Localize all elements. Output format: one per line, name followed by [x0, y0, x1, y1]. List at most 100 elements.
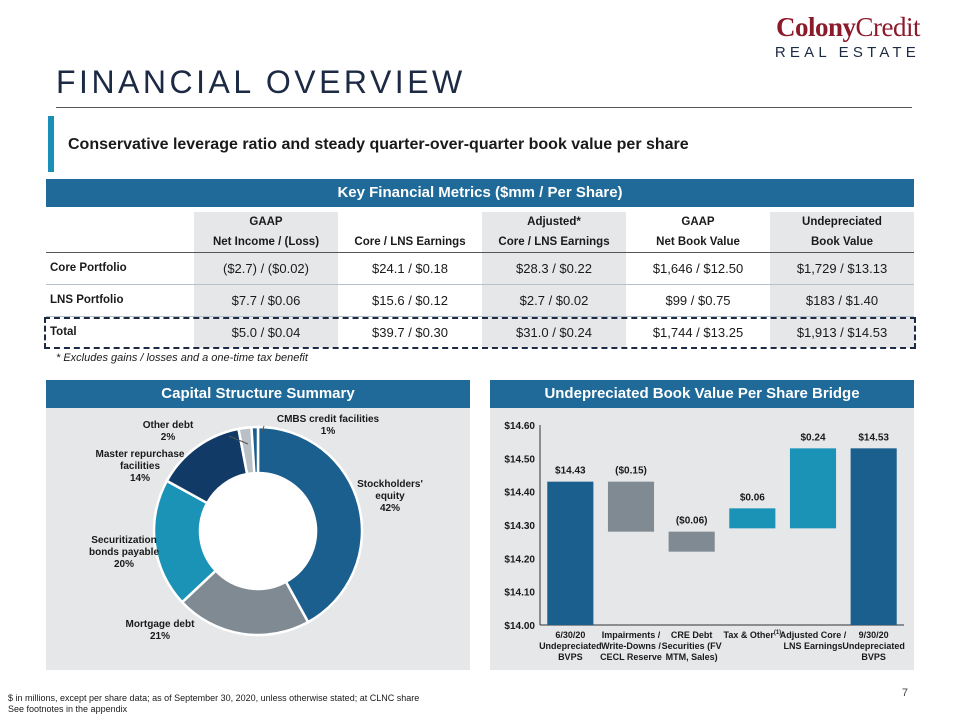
col-bottom-1: Core / LNS Earnings — [338, 232, 482, 253]
y-tick-label: $14.20 — [504, 554, 535, 565]
table-cell: $28.3 / $0.22 — [482, 252, 626, 285]
x-category-label: 9/30/20 — [859, 630, 889, 640]
table-cell: $15.6 / $0.12 — [338, 284, 482, 317]
page-number: 7 — [901, 687, 908, 699]
col-bottom-3: Net Book Value — [626, 232, 770, 253]
donut-slice-label: Master repurchase facilities 14% — [82, 449, 198, 485]
logo-colony: Colony — [775, 12, 856, 42]
x-category-label: LNS Earnings — [783, 641, 842, 651]
table-cell: $1,646 / $12.50 — [626, 252, 770, 285]
x-category-label: CRE Debt — [671, 630, 713, 640]
donut-slice-value: 20% — [113, 559, 134, 570]
donut-slice-label: Mortgage debt 21% — [112, 619, 208, 643]
logo-wordmark: ColonyCredit — [775, 12, 921, 42]
table-row-total: Total $5.0 / $0.04 $39.7 / $0.30 $31.0 /… — [46, 316, 914, 348]
y-tick-label: $14.40 — [504, 488, 535, 499]
bridge-waterfall-chart: $14.00 $14.10 $14.20 $14.30 $14.40 $14.50 $14.… — [504, 421, 905, 662]
bar-value-label: $14.53 — [858, 432, 889, 443]
table-cell: $7.7 / $0.06 — [194, 284, 338, 317]
col-top-0: GAAP — [194, 212, 338, 232]
capital-header: Capital Structure Summary — [46, 380, 470, 408]
bar-value-label: $0.06 — [740, 492, 765, 503]
y-tick-label: $14.50 — [504, 454, 535, 465]
capital-donut-chart — [152, 425, 364, 637]
title-divider — [56, 107, 912, 108]
donut-slice-value: 2% — [160, 432, 176, 443]
note-line: $ in millions, except per share data; as… — [8, 693, 420, 703]
donut-slice-label: Stockholders' equity 42% — [352, 479, 428, 515]
col-top-4: Undepreciated — [770, 212, 914, 232]
x-category-label: Tax & Other(1) — [723, 630, 781, 640]
table-cell: $2.7 / $0.02 — [482, 284, 626, 317]
donut-slice-label: Other debt 2% — [140, 420, 196, 444]
y-tick-label: $14.30 — [504, 521, 535, 532]
company-logo: ColonyCredit REAL ESTATE — [774, 12, 921, 61]
donut-slice — [250, 425, 260, 475]
col-bottom-2: Core / LNS Earnings — [482, 232, 626, 253]
metrics-table: GAAP Adjusted* GAAP Undepreciated Net In… — [46, 212, 914, 348]
metrics-header-row-top: GAAP Adjusted* GAAP Undepreciated — [46, 212, 914, 232]
table-cell: ($2.7) / ($0.02) — [194, 252, 338, 285]
waterfall-bar — [789, 448, 837, 529]
y-tick-label: $14.10 — [504, 588, 535, 599]
table-cell: $1,744 / $13.25 — [652, 324, 744, 340]
x-category-label: 6/30/20 — [555, 630, 585, 640]
bar-value-label: ($0.06) — [676, 516, 708, 527]
bridge-header: Undepreciated Book Value Per Share Bridg… — [490, 380, 914, 408]
footnote-marker: (1) — [774, 630, 781, 636]
waterfall-bar — [607, 481, 655, 532]
subtitle-accent-bar — [48, 116, 54, 172]
table-cell: $24.1 / $0.18 — [338, 252, 482, 285]
y-tick-label: $14.60 — [504, 421, 535, 432]
waterfall-bar — [729, 508, 776, 529]
bar-value-label: $0.24 — [800, 432, 825, 443]
metrics-header: Key Financial Metrics ($mm / Per Share) — [46, 179, 914, 207]
x-category-label: Write-Downs / — [601, 641, 661, 651]
bar-value-label: ($0.15) — [615, 466, 647, 477]
table-cell: $183 / $1.40 — [770, 284, 914, 317]
donut-slice-value: 14% — [129, 473, 150, 484]
table-row-core: Core Portfolio ($2.7) / ($0.02) $24.1 / … — [46, 252, 914, 285]
x-category-label: BVPS — [558, 652, 583, 662]
bridge-panel: $14.00 $14.10 $14.20 $14.30 $14.40 $14.50 $14.… — [490, 408, 914, 670]
donut-slice-label: CMBS credit facilities 1% — [262, 414, 394, 438]
donut-slice — [256, 425, 364, 624]
leader-line — [261, 425, 265, 433]
donut-slice-value: 42% — [379, 503, 400, 514]
logo-credit: Credit — [855, 12, 921, 42]
leader-line — [228, 435, 249, 445]
x-category-label: CECL Reserve — [600, 652, 662, 662]
col-bottom-0: Net Income / (Loss) — [194, 232, 338, 253]
page-title: FINANCIAL OVERVIEW — [56, 64, 466, 100]
bar-value-label: $14.43 — [555, 466, 586, 477]
waterfall-bar — [547, 481, 594, 625]
bottom-notes: $ in millions, except per share data; as… — [8, 693, 419, 715]
donut-hole — [201, 474, 315, 588]
table-cell: $31.0 / $0.24 — [482, 316, 626, 348]
donut-slice-label: Securitization bonds payable 20% — [76, 535, 172, 571]
metrics-footnote: * Excludes gains / losses and a one-time… — [56, 352, 308, 364]
table-cell: $5.0 / $0.04 — [194, 316, 338, 348]
x-category-label: Undepreciated — [539, 641, 602, 651]
capital-panel — [46, 408, 470, 670]
col-top-3: GAAP — [681, 216, 715, 228]
donut-slice-value: 1% — [320, 426, 336, 437]
note-line: See footnotes in the appendix — [8, 704, 128, 714]
x-category-label: MTM, Sales) — [666, 652, 718, 662]
row-label-core: Core Portfolio — [46, 252, 194, 285]
table-cell: $1,729 / $13.13 — [770, 252, 914, 285]
table-cell: $99 / $0.75 — [626, 284, 770, 317]
col-top-1 — [338, 212, 482, 232]
x-category-label: Undepreciated — [842, 641, 905, 651]
x-category-label: BVPS — [861, 652, 886, 662]
waterfall-bar — [668, 531, 715, 552]
col-bottom-4: Book Value — [770, 232, 914, 253]
metrics-corner — [46, 212, 194, 232]
logo-tagline: REAL ESTATE — [774, 44, 920, 61]
table-row-lns: LNS Portfolio $7.7 / $0.06 $15.6 / $0.12… — [46, 284, 914, 317]
donut-slice-value: 21% — [149, 631, 170, 642]
y-tick-label: $14.00 — [504, 621, 535, 632]
row-label-lns: LNS Portfolio — [46, 284, 194, 317]
x-category-label: Adjusted Core / — [780, 630, 847, 640]
row-label-total: Total — [50, 326, 77, 339]
